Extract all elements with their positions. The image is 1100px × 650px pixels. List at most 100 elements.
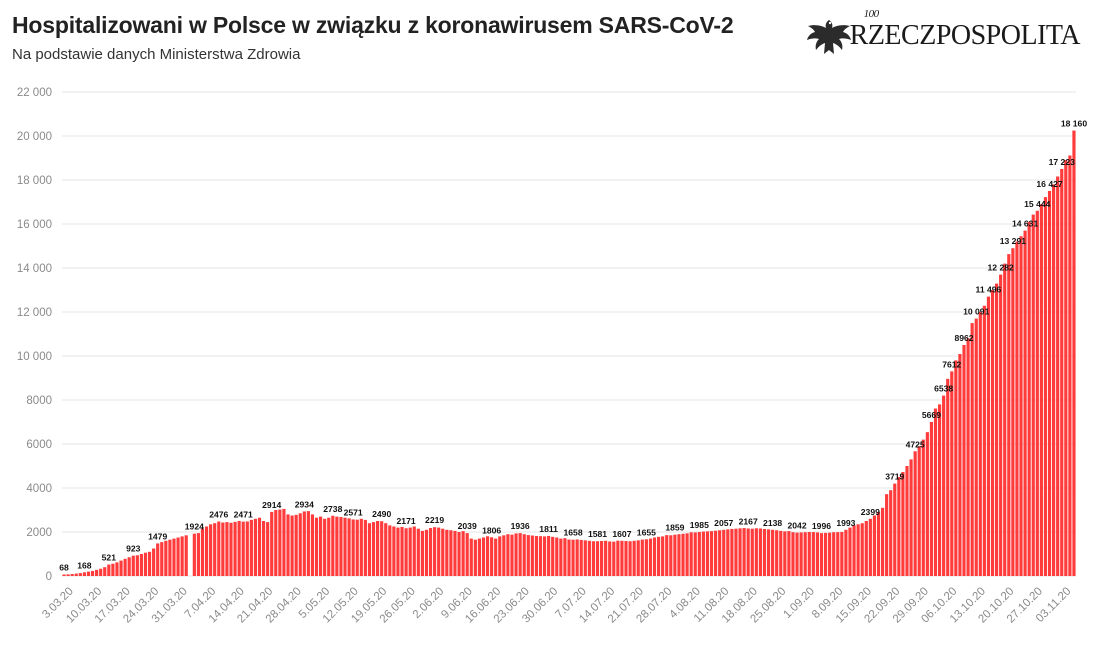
y-tick-label: 6000 [26,439,52,451]
bar [734,528,738,576]
bar [542,536,547,576]
bar [885,494,889,576]
bar [807,532,811,576]
bar [78,573,82,576]
publisher-logo: 100 RZECZPOSPOLITA [804,8,1081,58]
bar [266,522,270,576]
bar [314,517,319,576]
bar [135,555,139,576]
bar [270,511,274,576]
y-tick-label: 0 [46,571,52,583]
bar [172,538,176,576]
bar [1047,191,1052,576]
bar [958,353,962,576]
bar [428,528,433,576]
bar [62,574,66,576]
bar [966,338,970,576]
bar [579,539,583,576]
data-label: 14 631 [1012,219,1039,229]
bar [380,521,384,576]
bar [184,535,188,576]
bar [783,531,787,576]
bar [282,508,286,576]
data-label: 2571 [344,507,363,517]
bar [278,509,282,576]
bar [424,529,429,576]
bar [795,532,799,576]
data-label: 1936 [511,521,530,531]
bar [384,523,388,576]
bar [583,540,587,576]
bar [758,528,762,576]
data-label: 1479 [148,531,167,541]
bar [905,466,909,576]
bar [746,528,750,576]
data-label: 1811 [539,524,558,534]
bar [530,535,534,576]
bar [343,517,347,576]
bar [445,529,449,576]
bar [457,532,461,576]
data-label: 2039 [458,521,477,531]
data-label: 1859 [665,523,684,533]
bar [595,541,600,576]
bar [864,521,868,576]
data-label: 5669 [922,410,941,420]
bar [750,528,754,576]
bar [119,560,123,576]
bar [1068,155,1072,576]
data-label: 10 091 [963,307,990,317]
bar [86,571,91,576]
data-label: 2399 [861,507,880,517]
bar [901,472,905,576]
data-label: 8962 [954,333,973,343]
bar [99,568,103,576]
bar [241,521,245,576]
bar [942,395,946,576]
y-tick-label: 16 000 [17,219,52,231]
bar [999,274,1003,576]
logo-superscript: 100 [863,8,880,20]
bar [168,539,172,576]
data-label: 2167 [739,516,758,526]
data-label: 12 282 [988,263,1015,273]
data-label: 19 114 [1073,0,1099,2]
bar [274,510,278,576]
bar [742,528,746,576]
bar [400,526,404,576]
logo-name: RZECZPOSPOLITA [849,20,1081,51]
bar [913,451,917,576]
bar [889,490,893,576]
bar [705,531,710,576]
bar [1035,210,1039,577]
bar [632,540,636,576]
bar [828,532,832,576]
bar [665,535,669,576]
bar [465,533,469,576]
data-label: 1581 [588,529,607,539]
data-label: 1985 [690,520,709,530]
bar [176,537,180,576]
bar [485,536,490,576]
bar [192,533,196,576]
bar [147,551,152,576]
bar [701,531,705,576]
bar [412,526,416,576]
bar [917,446,921,576]
data-label: 1658 [564,528,583,538]
bar [331,515,335,576]
bar [815,532,819,576]
bar [441,528,445,576]
bar [339,517,343,576]
bar [1039,204,1043,576]
bar [225,522,229,576]
bar [396,527,400,576]
bar [164,540,168,576]
bar [819,533,824,576]
bar [689,532,693,576]
bar [420,530,424,576]
data-label: 2219 [425,515,444,525]
y-axis-ticks: 0 2000 4000 6000 8000 10 000 12 000 14 000 16 00… [17,87,52,583]
bar [335,516,339,576]
